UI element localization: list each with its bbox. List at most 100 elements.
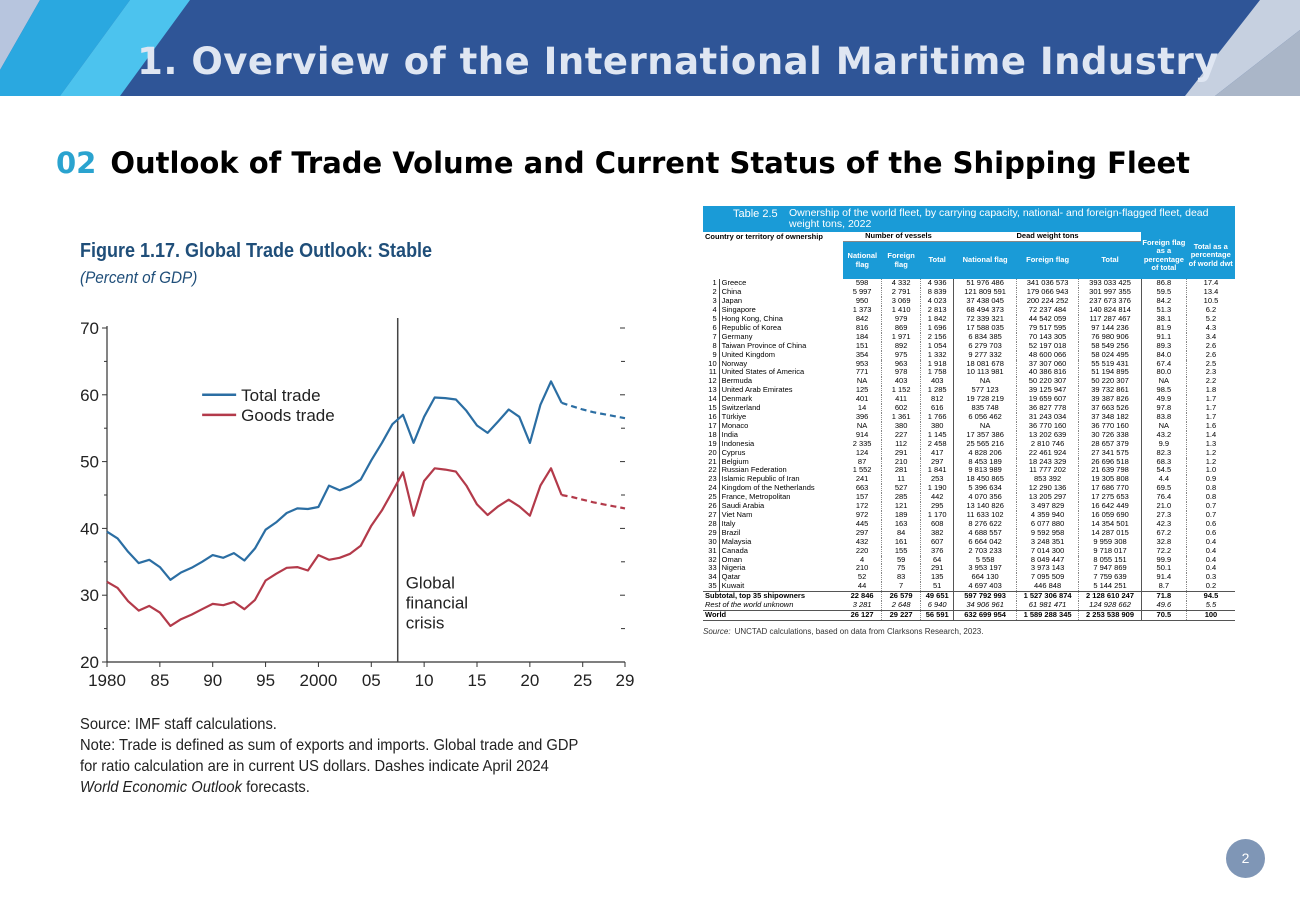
- foreign-flag-cell: 112: [881, 439, 921, 449]
- world-pct-cell: 1.2: [1185, 448, 1235, 458]
- x-tick-label: 2000: [300, 671, 338, 690]
- foreign-pct-cell: 91.4: [1140, 573, 1187, 583]
- dwt-total-cell: 16 642 449: [1078, 502, 1142, 511]
- rank-cell: 12: [703, 377, 720, 387]
- dwt-national-cell: 34 906 961: [953, 601, 1017, 611]
- foreign-flag-cell: 285: [881, 493, 921, 503]
- table-row: 34 Qatar 52 83 135 664 130 7 095 509 7 759 639 9…: [703, 573, 1235, 583]
- rank-cell: 17: [703, 421, 720, 431]
- dwt-foreign-cell: 70 143 305: [1015, 332, 1079, 342]
- country-cell: Japan: [721, 297, 743, 306]
- total-vessels-cell: 376: [919, 546, 954, 556]
- country-cell: Norway: [721, 359, 748, 368]
- foreign-pct-cell: 21.0: [1140, 502, 1187, 511]
- rank-cell: 30: [703, 537, 720, 547]
- table-body: 1 Greece 598 4 332 4 936 51 976 486 341 036 57…: [703, 279, 1235, 621]
- country-cell: Belgium: [721, 457, 749, 466]
- subtotal-row-label: Subtotal, top 35 shipowners: [703, 591, 843, 602]
- figure-title: Figure 1.17. Global Trade Outlook: Stabl…: [80, 240, 433, 262]
- dwt-foreign-cell: 22 461 924: [1015, 448, 1079, 458]
- foreign-flag-cell: 83: [881, 573, 921, 583]
- dwt-foreign-cell: 52 197 018: [1015, 341, 1079, 351]
- country-cell: Russian Federation: [721, 466, 787, 475]
- dwt-total-cell: 37 348 182: [1078, 413, 1142, 422]
- national-flag-cell: 210: [855, 564, 869, 573]
- total-vessels-cell: 1 696: [919, 323, 954, 333]
- dwt-foreign-cell: 19 659 607: [1015, 395, 1079, 405]
- section-heading: 02 Outlook of Trade Volume and Current St…: [56, 146, 1190, 180]
- figure-source: Source: IMF staff calculations.: [80, 716, 277, 733]
- table-row: 8 Taiwan Province of China 151 892 1 054 6 27…: [703, 341, 1235, 351]
- header-background: [0, 0, 1300, 96]
- dwt-national-cell: 4 070 356: [953, 493, 1017, 503]
- country-cell: Kuwait: [721, 582, 745, 591]
- foreign-flag-cell: 1 361: [881, 413, 921, 422]
- dwt-national-cell: 597 792 993: [953, 591, 1017, 602]
- crisis-annotation-line: financial: [406, 594, 468, 613]
- total-vessels-cell: 442: [919, 493, 954, 503]
- dwt-foreign-cell: 31 243 034: [1015, 413, 1079, 422]
- foreign-flag-cell: 84: [881, 528, 921, 538]
- y-tick-label: 50: [80, 453, 99, 472]
- foreign-flag-cell: 527: [881, 484, 921, 494]
- world-pct-cell: 4.3: [1185, 323, 1235, 333]
- country-cell: India: [721, 430, 738, 439]
- crisis-annotation-line: crisis: [406, 614, 445, 633]
- country-cell: Switzerland: [721, 404, 761, 413]
- rank-cell: 27: [703, 510, 720, 520]
- foreign-pct-cell: 42.3: [1140, 519, 1187, 529]
- foreign-pct-cell: 89.3: [1140, 341, 1187, 351]
- world-pct-cell: 1.3: [1185, 439, 1235, 449]
- dwt-national-cell: 17 357 386: [953, 430, 1017, 440]
- total-vessels-cell: 1 190: [919, 484, 954, 494]
- foreign-pct-cell: 84.2: [1140, 297, 1187, 307]
- table-row: 31 Canada 220 155 376 2 703 233 7 014 300 9 718…: [703, 546, 1235, 556]
- national-flag-cell: 950: [855, 297, 869, 306]
- table-number: Table 2.5: [733, 208, 778, 220]
- table-row: 12 Bermuda NA 403 403 NA 50 220 307 50 220 307 N…: [703, 377, 1235, 387]
- rank-cell: 28: [703, 519, 720, 529]
- country-cell: France, Metropolitan: [721, 493, 791, 502]
- rank-cell: 7: [703, 332, 720, 342]
- dwt-total-cell: 124 928 662: [1078, 601, 1142, 611]
- table-row: 16 Türkiye 396 1 361 1 766 6 056 462 31 243 03…: [703, 413, 1235, 422]
- country-cell: Republic of Korea: [721, 323, 782, 332]
- total-vessels-cell: 403: [919, 377, 954, 387]
- dwt-foreign-cell: 9 592 958: [1015, 528, 1079, 538]
- national-flag-cell: 816: [855, 323, 869, 332]
- dwt-national-cell: 72 339 321: [953, 315, 1017, 324]
- foreign-pct-cell: NA: [1140, 421, 1187, 431]
- world-pct-cell: 0.6: [1185, 519, 1235, 529]
- world-pct-cell: 1.4: [1185, 430, 1235, 440]
- dwt-total-cell: 237 673 376: [1078, 297, 1142, 307]
- dwt-total-cell: 14 287 015: [1078, 528, 1142, 538]
- foreign-pct-cell: 97.8: [1140, 404, 1187, 413]
- total-vessels-cell: 1 766: [919, 413, 954, 422]
- dwt-national-cell: 8 453 189: [953, 457, 1017, 467]
- foreign-flag-cell: 121: [881, 502, 921, 511]
- foreign-flag-cell: 602: [881, 404, 921, 413]
- total-vessels-cell: 64: [919, 555, 954, 565]
- rank-cell: 25: [703, 493, 720, 503]
- dwt-foreign-cell: 18 243 329: [1015, 457, 1079, 467]
- foreign-pct-cell: 76.4: [1140, 493, 1187, 503]
- header-dwt-total: Total: [1078, 241, 1142, 280]
- total-vessels-cell: 295: [919, 502, 954, 511]
- dwt-total-cell: 36 770 160: [1078, 421, 1142, 431]
- rank-cell: 6: [703, 323, 720, 333]
- country-cell: Nigeria: [721, 564, 746, 573]
- table-caption: Ownership of the world fleet, by carryin…: [789, 207, 1209, 230]
- table-row: 32 Oman 4 59 64 5 558 8 049 447 8 055 151 99.9 0.…: [703, 555, 1235, 565]
- foreign-flag-cell: 892: [881, 341, 921, 351]
- foreign-flag-cell: 1 152: [881, 386, 921, 396]
- series-forecast-total-trade: [561, 401, 626, 420]
- dwt-national-cell: 18 450 865: [953, 475, 1017, 485]
- world-pct-cell: 6.2: [1185, 306, 1235, 316]
- dwt-foreign-cell: 40 386 816: [1015, 368, 1079, 378]
- foreign-flag-cell: 59: [881, 555, 921, 565]
- x-tick-label: 85: [150, 671, 169, 690]
- table-source-label: Source:: [703, 626, 731, 636]
- rank-cell: 23: [703, 475, 720, 485]
- series-line-goods-trade: [106, 467, 563, 627]
- table-source: Source: UNCTAD calculations, based on dat…: [703, 627, 1235, 636]
